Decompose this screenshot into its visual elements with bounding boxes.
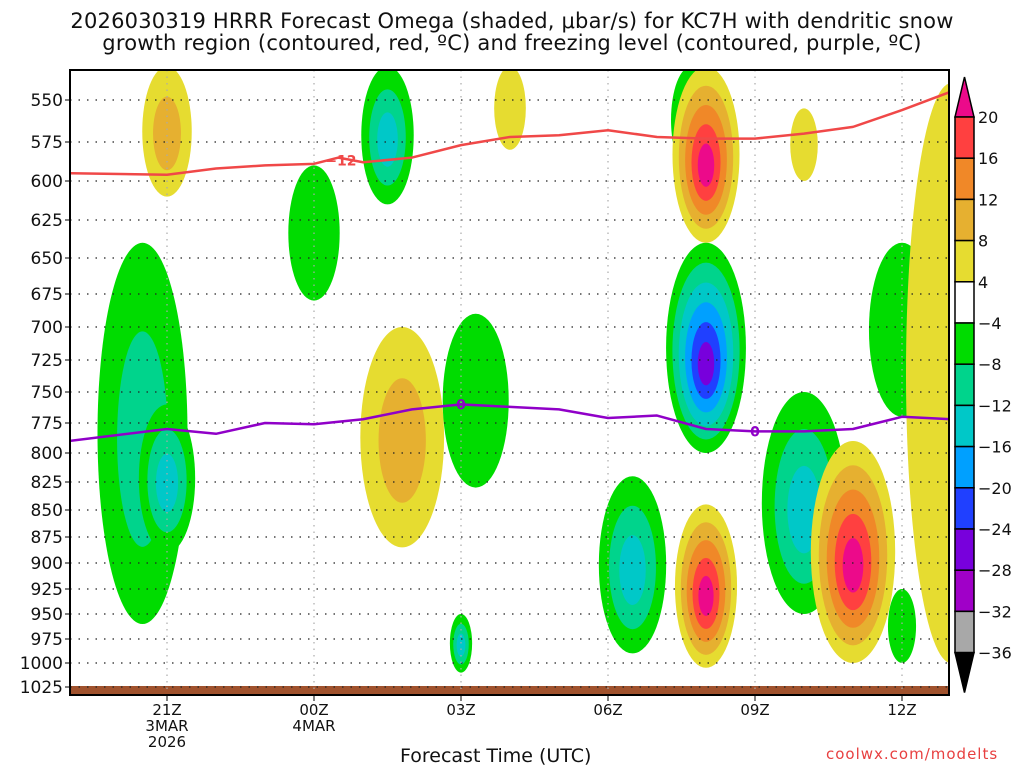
colorbar-label: −28 — [978, 561, 1012, 580]
colorbar-segment-2 — [954, 157, 975, 201]
omega-region-7-level--12 — [456, 633, 466, 657]
colorbar: 20 16 12 8 4 −4 −8 −12 −16 −20 −24 −28 −32 −36 — [954, 76, 1012, 693]
credit-link[interactable]: coolwx.com/modelts — [826, 745, 999, 763]
x-tick-label: 06Z — [593, 701, 622, 719]
contour-dendritic-growth-12c — [71, 91, 949, 177]
contour-freezing-level-0c — [71, 403, 949, 443]
x-tick-label: 21Z — [152, 701, 181, 719]
colorbar-max-arrow — [954, 76, 975, 118]
colorbar-label: −12 — [978, 396, 1012, 415]
colorbar-label: −4 — [978, 314, 1002, 333]
y-tick-label: 650 — [31, 249, 63, 269]
omega-region-15-level-4 — [790, 108, 818, 181]
colorbar-segment-5 — [954, 281, 975, 324]
y-tick-label: 1025 — [20, 678, 63, 698]
colorbar-label: −24 — [978, 520, 1012, 539]
omega-region-2-level--12 — [155, 453, 179, 513]
x-tick-label: 09Z — [740, 701, 769, 719]
omega-region-5-level-8 — [378, 378, 426, 503]
y-tick-label: 975 — [31, 630, 63, 650]
colorbar-label: 12 — [978, 190, 998, 209]
x-tick-label: 4MAR — [292, 717, 335, 735]
y-tick-label: 875 — [31, 528, 63, 548]
plot-frame — [69, 69, 950, 696]
omega-region-16-level-20 — [842, 538, 864, 593]
colorbar-segment-7 — [954, 363, 975, 407]
y-tick-label: 600 — [31, 172, 63, 192]
colorbar-segment-9 — [954, 445, 975, 489]
colorbar-label: −16 — [978, 438, 1012, 457]
x-tick-label: 3MAR — [145, 717, 188, 735]
contour-layer: −12 0 0 — [71, 91, 949, 443]
omega-region-8-level-4 — [494, 71, 526, 150]
y-tick-label: 775 — [31, 414, 63, 434]
colorbar-segment-10 — [954, 487, 975, 530]
y-tick-label: 550 — [31, 91, 63, 111]
colorbar-label: −20 — [978, 479, 1012, 498]
contour-label: 0 — [456, 397, 466, 413]
omega-region-6-level--4 — [442, 313, 509, 488]
y-tick-label: 900 — [31, 554, 63, 574]
y-tick-label: 950 — [31, 605, 63, 625]
omega-shading-layer — [97, 71, 949, 673]
omega-region-11-level-20 — [697, 143, 715, 187]
y-tick-label: 925 — [31, 580, 63, 600]
chart-title-line-2: growth region (contoured, red, ºC) and f… — [102, 31, 922, 55]
colorbar-label: 20 — [978, 108, 998, 127]
x-axis-label: Forecast Time (UTC) — [400, 745, 592, 767]
y-tick-label: 575 — [31, 133, 63, 153]
x-tick-label: 03Z — [446, 701, 475, 719]
y-tick-label: 675 — [31, 285, 63, 305]
y-tick-label: 625 — [31, 211, 63, 231]
chart-title-line-1: 2026030319 HRRR Forecast Omega (shaded, … — [70, 9, 954, 33]
y-tick-label: 1000 — [20, 654, 63, 674]
omega-region-12-level--24 — [697, 341, 715, 386]
y-axis: 550 575 600 625 650 675 700 725 750 775 800 825 850 8… — [20, 91, 70, 698]
contour-label: −12 — [325, 154, 356, 170]
y-tick-label: 750 — [31, 383, 63, 403]
x-tick-label: 00Z — [299, 701, 328, 719]
y-tick-label: 850 — [31, 501, 63, 521]
colorbar-segment-3 — [954, 198, 975, 242]
y-tick-label: 800 — [31, 444, 63, 464]
colorbar-segment-12 — [954, 569, 975, 613]
colorbar-segment-11 — [954, 528, 975, 571]
omega-region-4-level--12 — [377, 112, 398, 167]
colorbar-segment-6 — [954, 322, 975, 365]
y-tick-label: 725 — [31, 351, 63, 371]
colorbar-segment-8 — [954, 404, 975, 448]
omega-region-18-level--4 — [887, 589, 917, 663]
colorbar-label: 4 — [978, 273, 988, 292]
colorbar-label: 8 — [978, 232, 988, 251]
y-tick-label: 700 — [31, 318, 63, 338]
omega-region-9-level--12 — [619, 535, 646, 606]
omega-region-0-level-8 — [153, 96, 181, 171]
contour-label: 0 — [750, 424, 760, 440]
colorbar-segment-4 — [954, 239, 975, 283]
colorbar-label: −32 — [978, 602, 1012, 621]
colorbar-label: −36 — [978, 644, 1012, 663]
y-tick-label: 825 — [31, 473, 63, 493]
colorbar-min-arrow — [954, 651, 975, 693]
colorbar-segment-1 — [954, 116, 975, 159]
x-tick-label: 2026 — [148, 733, 186, 751]
terrain-ground — [71, 686, 949, 695]
colorbar-segment-13 — [954, 610, 975, 654]
colorbar-label: 16 — [978, 149, 998, 168]
colorbar-label: −8 — [978, 355, 1002, 374]
omega-region-13-level-20 — [698, 575, 714, 616]
omega-region-19-level-4 — [906, 83, 949, 663]
x-tick-label: 12Z — [887, 701, 916, 719]
